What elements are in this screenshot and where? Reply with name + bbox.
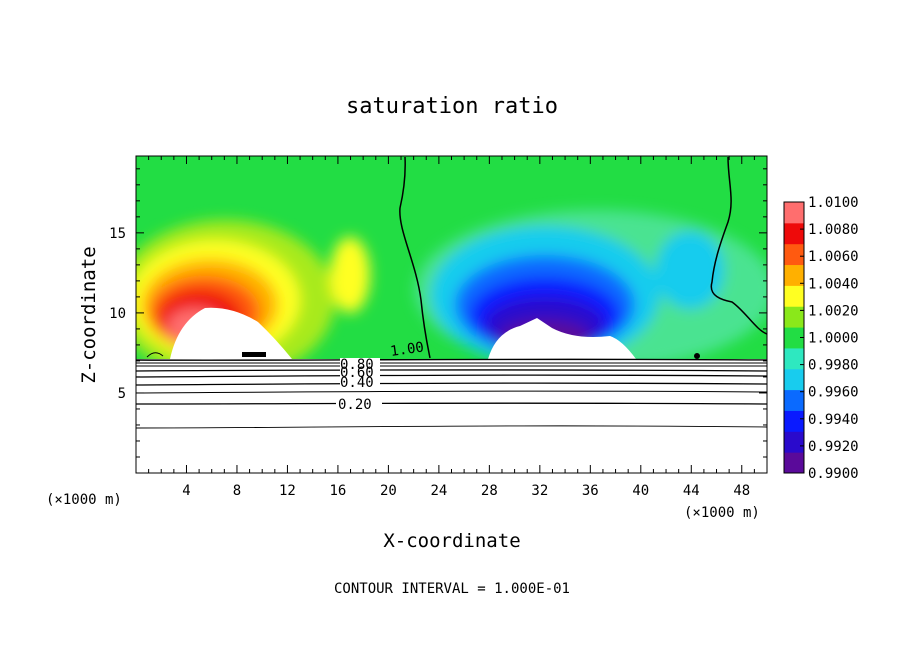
colorbar-label: 1.0100 (808, 195, 859, 211)
contour-interval-note: CONTOUR INTERVAL = 1.000E-01 (334, 581, 570, 597)
core-right (488, 318, 636, 359)
colorbar-label: 0.9920 (808, 439, 859, 455)
y-axis-unit: (×1000 m) (46, 492, 122, 508)
x-tick-label: 24 (430, 483, 447, 499)
colorbar-label: 1.0020 (808, 303, 859, 319)
chart-title: saturation ratio (346, 94, 558, 119)
y-tick-label: 10 (109, 306, 126, 322)
colorbar-label: 0.9900 (808, 466, 859, 482)
core-left (170, 307, 292, 359)
y-tick-label: 15 (109, 226, 126, 242)
field-area (136, 156, 767, 473)
contour-label-0-20: 0.20 (338, 397, 372, 413)
colorbar-swatch (784, 431, 804, 453)
x-tick-label: 8 (233, 483, 241, 499)
x-tick-label: 16 (329, 483, 346, 499)
axis-ticks (136, 156, 767, 473)
x-tick-label: 44 (683, 483, 700, 499)
y-tick-label: 5 (118, 386, 126, 402)
contour-label-0-40: 0.40 (340, 375, 374, 391)
x-axis-unit: (×1000 m) (684, 505, 760, 521)
colorbar-swatch (784, 410, 804, 432)
colorbar-swatch (784, 347, 804, 370)
colorbar-label: 0.9980 (808, 358, 859, 374)
x-tick-label: 28 (481, 483, 498, 499)
colorbar-swatch (784, 285, 804, 307)
x-tick-label: 20 (380, 483, 397, 499)
contour-label-1-00: 1.00 (389, 339, 425, 360)
x-tick-label: 40 (632, 483, 649, 499)
saturation-field (136, 156, 767, 359)
contour-label-0-60: 0.60 (340, 365, 374, 381)
contour-line-1-00-east (710, 156, 767, 335)
contour-line-1-00 (399, 156, 431, 359)
x-tick-label: 12 (279, 483, 296, 499)
colorbar-swatch (784, 306, 804, 328)
colorbar-swatch (784, 327, 804, 349)
colorbar-label: 0.9940 (808, 412, 859, 428)
colorbar: 1.0100 1.0080 1.0060 1.0040 1.0020 1.0000 0.99… (783, 195, 859, 482)
x-axis-label: X-coordinate (383, 530, 520, 552)
colorbar-label: 1.0060 (808, 249, 859, 265)
colorbar-label: 1.0080 (808, 222, 859, 238)
colorbar-label: 0.9960 (808, 385, 859, 401)
lower-contours (136, 358, 767, 429)
colorbar-swatch (784, 243, 804, 266)
x-tick-label: 4 (182, 483, 190, 499)
x-tick-label: 32 (531, 483, 548, 499)
colorbar-label: 1.0040 (808, 276, 859, 292)
colorbar-swatch (784, 264, 804, 286)
x-tick-label: 48 (733, 483, 750, 499)
colorbar-label: 1.0000 (808, 331, 859, 347)
contour-label-0-80: 0.80 (340, 357, 374, 373)
colorbar-swatch (784, 452, 804, 474)
colorbar-swatch (784, 202, 804, 224)
x-tick-label: 36 (582, 483, 599, 499)
colorbar-swatch (784, 222, 804, 245)
colorbar-swatch (784, 368, 804, 391)
y-axis-label: Z-coordinate (78, 246, 100, 383)
colorbar-swatch (784, 389, 804, 411)
